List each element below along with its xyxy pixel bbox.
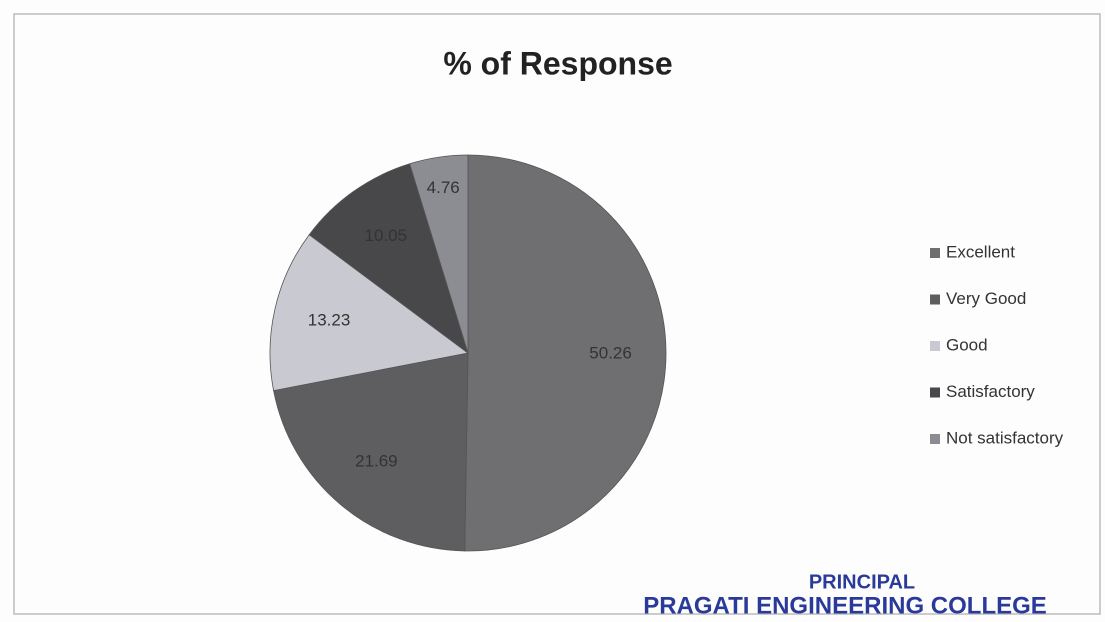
value-label: 21.69 bbox=[355, 452, 398, 471]
value-label: 13.23 bbox=[308, 311, 351, 330]
value-label: 10.05 bbox=[364, 226, 407, 245]
pie-slice bbox=[269, 234, 469, 392]
pie-slice bbox=[308, 163, 469, 355]
legend-label: Not satisfactory bbox=[946, 428, 1064, 447]
value-label: 4.76 bbox=[427, 178, 460, 197]
stamp-text: PRAGATI ENGINEERING COLLEGE bbox=[643, 592, 1047, 619]
pie-slice bbox=[464, 154, 667, 552]
legend-swatch bbox=[930, 341, 940, 351]
chart-title: % of Response bbox=[443, 45, 672, 81]
stamp-text: PRINCIPAL bbox=[809, 571, 915, 593]
legend-swatch bbox=[930, 294, 940, 305]
legend-label: Excellent bbox=[946, 242, 1015, 261]
legend-swatch bbox=[930, 387, 940, 398]
pie-slice bbox=[273, 352, 469, 552]
legend-swatch bbox=[930, 434, 940, 444]
legend-label: Good bbox=[946, 335, 988, 354]
legend-swatch bbox=[930, 248, 940, 258]
legend-label: Very Good bbox=[946, 289, 1026, 308]
pie-slice bbox=[409, 154, 469, 354]
legend-label: Satisfactory bbox=[946, 382, 1035, 401]
value-label: 50.26 bbox=[589, 344, 632, 363]
